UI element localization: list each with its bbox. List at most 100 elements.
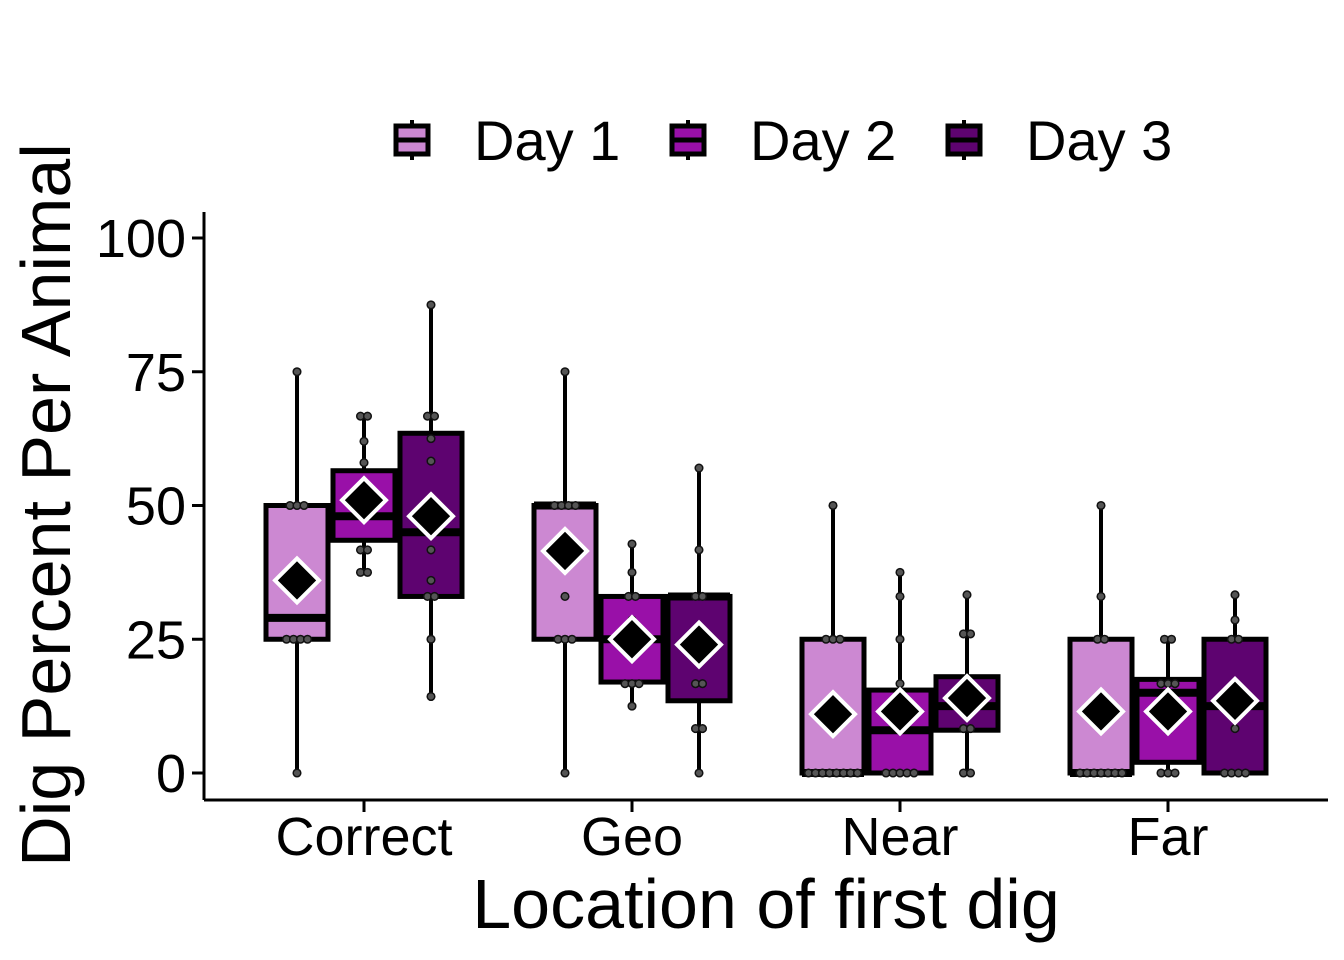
box-day-2-correct (330, 411, 398, 577)
data-point (299, 500, 309, 511)
data-point (895, 634, 905, 644)
data-point (835, 634, 845, 644)
data-point (1170, 768, 1180, 778)
box-day-2-far (1134, 634, 1202, 778)
box-day-3-far (1201, 590, 1269, 778)
data-point (697, 679, 708, 689)
box-day-2-geo (598, 539, 666, 711)
data-point (362, 567, 373, 577)
data-point (1240, 768, 1251, 778)
y-tick-label: 50 (126, 477, 186, 537)
data-point (697, 724, 708, 734)
mean-marker (808, 689, 858, 739)
data-point (895, 567, 905, 577)
data-point (426, 300, 436, 310)
data-point (1170, 679, 1180, 689)
data-point (1096, 591, 1106, 602)
data-point (567, 634, 577, 644)
y-axis-title: Dig Percent Per Animal (7, 143, 85, 867)
data-point (634, 679, 644, 689)
data-point (426, 456, 436, 466)
data-point (560, 367, 570, 377)
data-point (828, 500, 838, 511)
box-day-1-far (1067, 500, 1135, 778)
legend-label: Day 2 (750, 109, 896, 172)
x-tick-label: Geo (581, 807, 683, 867)
data-point (1099, 634, 1110, 644)
legend-label: Day 3 (1026, 109, 1172, 172)
data-point (560, 768, 570, 778)
data-point (627, 701, 637, 711)
x-axis-title: Location of first dig (472, 865, 1060, 943)
mean-marker (1143, 686, 1193, 737)
data-point (965, 768, 976, 778)
data-point (560, 591, 570, 602)
data-point (359, 458, 369, 468)
data-point (1096, 500, 1106, 511)
mean-marker (540, 526, 590, 576)
mean-marker (339, 475, 389, 525)
legend-item-day-1: Day 1 (393, 109, 620, 172)
y-tick-label: 25 (126, 610, 186, 670)
box-day-3-geo (665, 463, 733, 778)
data-point (426, 634, 436, 644)
data-point (694, 463, 704, 473)
legend-label: Day 1 (474, 109, 620, 172)
data-point (895, 591, 905, 602)
data-point (426, 545, 436, 555)
y-tick-label: 100 (96, 209, 186, 269)
axes: 0 25 50 75 100 Correct Geo Near Far (96, 209, 1328, 867)
box-day-2-near (866, 567, 934, 778)
data-point (852, 768, 863, 778)
data-point (362, 545, 373, 555)
data-point (426, 691, 436, 702)
data-point (426, 575, 436, 585)
mean-marker (1076, 686, 1126, 737)
data-point (292, 768, 302, 778)
data-point (627, 539, 637, 549)
mean-marker (942, 673, 992, 723)
data-point (1233, 634, 1244, 644)
data-point (895, 679, 905, 689)
data-point (965, 629, 976, 639)
data-point (697, 591, 708, 602)
box-day-3-correct (397, 300, 465, 702)
data-point (359, 436, 369, 446)
mean-marker (272, 555, 322, 606)
data-point (694, 545, 704, 555)
data-point (429, 411, 440, 421)
legend-item-day-3: Day 3 (945, 109, 1172, 172)
data-point (302, 634, 313, 644)
data-point (426, 434, 436, 444)
legend: Day 1 Day 2 Day 3 (393, 109, 1172, 172)
box-day-3-near (933, 590, 1001, 778)
data-point (292, 367, 302, 377)
legend-item-day-2: Day 2 (669, 109, 896, 172)
data-point (429, 591, 440, 602)
data-point (627, 567, 637, 577)
x-tick-label: Far (1128, 807, 1209, 867)
x-tick-label: Near (841, 807, 958, 867)
data-point (1230, 590, 1240, 600)
box-body (330, 468, 398, 543)
mean-marker (875, 686, 925, 737)
data-point (630, 591, 641, 602)
box-day-1-near (799, 500, 867, 778)
x-tick-label: Correct (275, 807, 452, 867)
box-day-1-correct (263, 367, 331, 778)
data-point (1166, 634, 1177, 644)
box-day-1-geo (531, 367, 599, 778)
plot-area (263, 300, 1269, 778)
data-point (694, 768, 704, 778)
mean-marker (1210, 675, 1260, 726)
data-point (965, 724, 976, 734)
mean-marker (607, 614, 657, 665)
y-tick-label: 0 (156, 744, 186, 804)
data-point (362, 411, 373, 421)
data-point (962, 590, 972, 600)
mean-marker (674, 619, 724, 670)
y-tick-label: 75 (126, 343, 186, 403)
data-point (1117, 768, 1127, 778)
data-point (570, 500, 581, 511)
